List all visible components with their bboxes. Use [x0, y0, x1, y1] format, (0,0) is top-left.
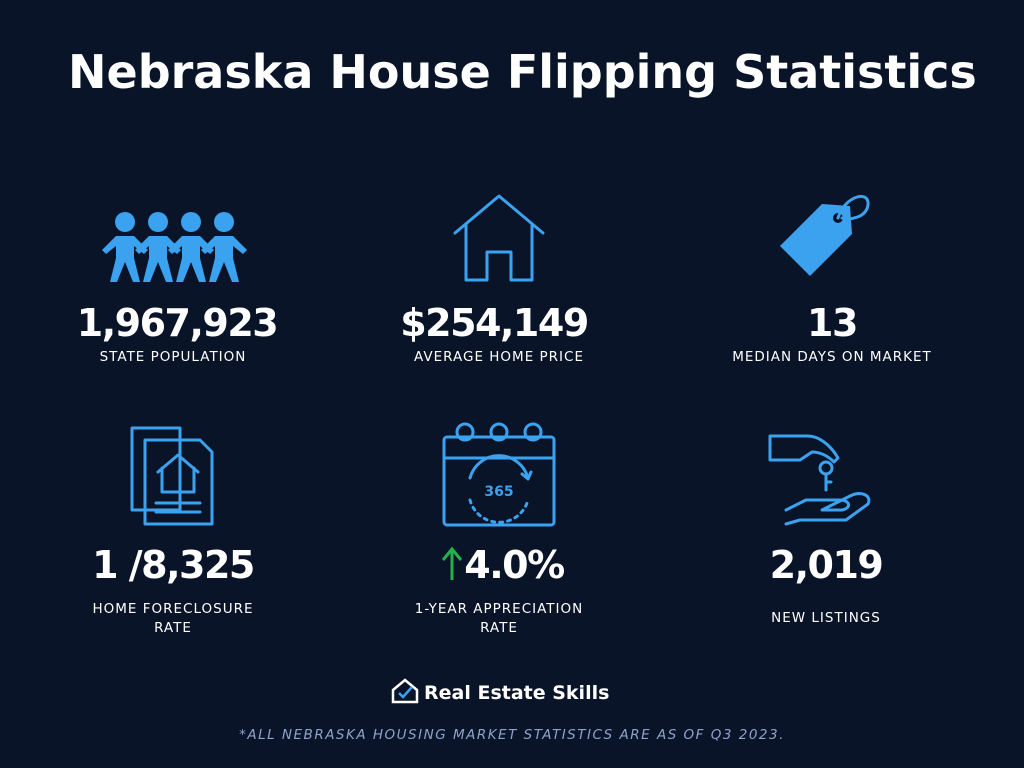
stat-label: AVERAGE HOME PRICE — [414, 349, 584, 365]
stat-value: $254,149 — [400, 301, 588, 345]
stat-label: NEW LISTINGS — [771, 610, 881, 626]
calendar-icon — [442, 422, 556, 527]
stat-label: MEDIAN DAYS ON MARKET — [732, 349, 932, 365]
stat-value: 1 /8,325 — [92, 543, 254, 587]
hand-key-icon — [768, 434, 871, 526]
stat-label: RATE — [154, 620, 192, 636]
stat-label: STATE POPULATION — [100, 349, 247, 365]
stat-value: 2,019 — [770, 543, 883, 587]
stat-value: 1,967,923 — [77, 301, 277, 345]
stat-value: 13 — [807, 301, 857, 345]
stat-label: 1-YEAR APPRECIATION — [415, 601, 584, 617]
up-arrow-icon — [441, 546, 463, 580]
people-icon — [102, 212, 247, 282]
brand-logo — [391, 678, 419, 704]
stat-label: HOME FORECLOSURE — [93, 601, 254, 617]
documents-icon — [130, 426, 214, 526]
footnote: *ALL NEBRASKA HOUSING MARKET STATISTICS … — [239, 727, 785, 743]
stat-label: RATE — [480, 620, 518, 636]
brand-name: Real Estate Skills — [424, 682, 609, 704]
calendar-number: 365 — [484, 484, 513, 500]
title: Nebraska House Flipping Statistics — [68, 45, 977, 99]
house-icon — [453, 194, 545, 282]
stat-value: 4.0% — [464, 543, 564, 587]
tag-icon — [780, 195, 870, 276]
